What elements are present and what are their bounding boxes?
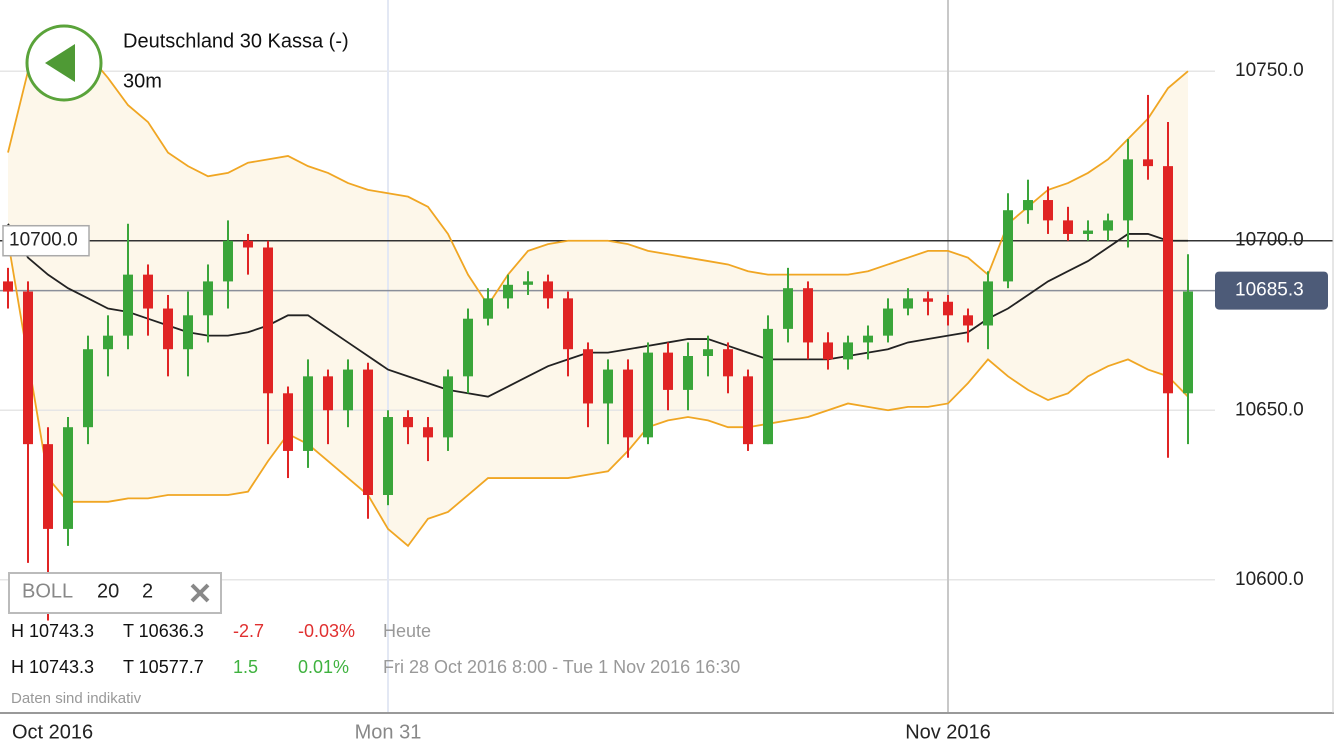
- candle-body: [1003, 210, 1013, 282]
- candle-body: [303, 376, 313, 451]
- candle-body: [763, 328, 773, 445]
- candle-body: [843, 342, 853, 360]
- last-price-label: 10685.3: [1235, 280, 1304, 301]
- candle-body: [323, 376, 333, 411]
- candle-body: [403, 417, 413, 428]
- indicator-box[interactable]: BOLL 20 2: [8, 572, 222, 614]
- y-tick-label: 10700.0: [1235, 230, 1304, 251]
- candle-body: [943, 301, 953, 316]
- candle-body: [503, 284, 513, 299]
- y-tick-label: 10600.0: [1235, 569, 1304, 590]
- disclaimer: Daten sind indikativ: [11, 690, 142, 707]
- candle-body: [683, 356, 693, 390]
- indicator-deviation: 2: [142, 580, 153, 602]
- stat-high: H 10743.3: [11, 657, 94, 677]
- remove-indicator[interactable]: [190, 583, 210, 603]
- candle-body: [163, 308, 173, 350]
- candle-body: [363, 369, 373, 496]
- candle-body: [723, 349, 733, 377]
- candle-body: [1063, 220, 1073, 234]
- x-tick-label: Nov 2016: [905, 721, 991, 743]
- candle-body: [903, 298, 913, 309]
- candle-body: [583, 349, 593, 404]
- candle-body: [43, 444, 53, 529]
- candle-body: [983, 281, 993, 326]
- stat-change-pct: -0.03%: [298, 621, 355, 641]
- y-tick-label: 10750.0: [1235, 60, 1304, 81]
- indicator-frame[interactable]: [8, 572, 222, 614]
- candle-body: [543, 281, 553, 299]
- candle-body: [743, 376, 753, 445]
- candle-body: [383, 417, 393, 496]
- candle-body: [443, 376, 453, 438]
- candle-body: [1043, 200, 1053, 221]
- candle-body: [343, 369, 353, 411]
- stat-low: T 10636.3: [123, 621, 204, 641]
- candle-body: [1123, 159, 1133, 221]
- candle-body: [123, 274, 133, 336]
- candle-body: [823, 342, 833, 360]
- candle-body: [883, 308, 893, 336]
- back-arrow[interactable]: [45, 44, 75, 82]
- hline-label: 10700.0: [9, 230, 78, 251]
- last-price-box: [1215, 271, 1328, 310]
- candle-body: [463, 318, 473, 377]
- back-button[interactable]: [25, 24, 103, 102]
- candle-body: [803, 288, 813, 343]
- candle-body: [1163, 166, 1173, 394]
- candle-body: [83, 349, 93, 428]
- stat-change: 1.5: [233, 657, 258, 677]
- candle-body: [1083, 230, 1093, 234]
- bollinger-upper: [7, 49, 1189, 307]
- candle-body: [143, 274, 153, 309]
- candle-body: [223, 240, 233, 282]
- x-tick-label: Mon 31: [355, 721, 422, 743]
- candle-body: [423, 427, 433, 438]
- candle-body: [103, 335, 113, 350]
- y-tick-label: 10650.0: [1235, 399, 1304, 420]
- candle-body: [923, 298, 933, 302]
- hline-label-box: [2, 224, 90, 257]
- candle-body: [1023, 200, 1033, 211]
- candle-body: [623, 369, 633, 438]
- candle-body: [63, 427, 73, 529]
- candle-body: [483, 298, 493, 319]
- candle-body: [863, 335, 873, 343]
- candle-body: [203, 281, 213, 316]
- stat-period: Heute: [383, 621, 431, 641]
- candle-body: [703, 349, 713, 356]
- stat-high: H 10743.3: [11, 621, 94, 641]
- candle-body: [523, 281, 533, 285]
- stat-change: -2.7: [233, 621, 264, 641]
- stat-low: T 10577.7: [123, 657, 204, 677]
- plot: [0, 0, 1333, 712]
- candle-body: [1183, 291, 1193, 394]
- candle-body: [1103, 220, 1113, 231]
- candle-body: [243, 240, 253, 248]
- candle-body: [963, 315, 973, 326]
- interval: 30m: [123, 70, 162, 92]
- candle-body: [23, 291, 33, 445]
- candle-body: [603, 369, 613, 404]
- stat-period: Fri 28 Oct 2016 8:00 - Tue 1 Nov 2016 16…: [383, 657, 740, 677]
- indicator-period: 20: [97, 580, 119, 602]
- bollinger-lower: [7, 240, 1189, 548]
- indicator-name: BOLL: [22, 580, 73, 602]
- candle-body: [663, 352, 673, 390]
- candle-body: [263, 247, 273, 394]
- candle-body: [283, 393, 293, 451]
- x-tick-label: Oct 2016: [12, 721, 93, 743]
- candle-body: [563, 298, 573, 350]
- stat-change-pct: 0.01%: [298, 657, 349, 677]
- candle-body: [183, 315, 193, 350]
- candle-body: [3, 281, 13, 292]
- candle-body: [1143, 159, 1153, 167]
- candle-body: [643, 352, 653, 438]
- candle-body: [783, 288, 793, 329]
- remove-icon[interactable]: [190, 583, 210, 603]
- instrument-title: Deutschland 30 Kassa (-): [123, 30, 349, 52]
